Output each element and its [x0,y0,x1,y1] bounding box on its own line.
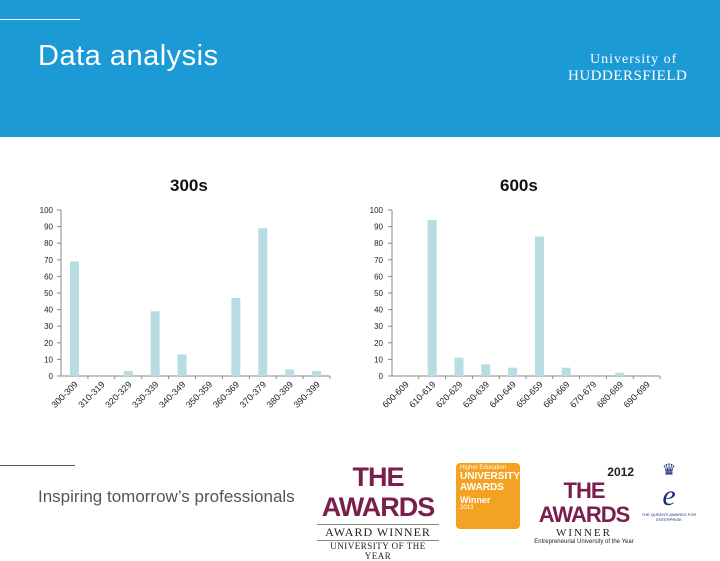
x-tick-label-300s: 370-379 [238,379,268,409]
y-tick-label-300s: 0 [49,372,54,381]
y-tick-label-600s: 90 [374,223,383,232]
x-tick-label-600s: 620-629 [434,379,464,409]
bar-300s-300-309 [69,261,79,376]
x-tick-label-300s: 390-399 [292,379,322,409]
y-tick-label-600s: 50 [374,289,383,298]
y-tick-label-300s: 100 [40,206,54,215]
the-awards-2012-title: THE AWARDS [538,478,631,527]
y-tick-label-600s: 0 [379,372,384,381]
queens-award-logo: ♛ e THE QUEEN'S AWARDS FOR ENTERPRISE [641,462,697,530]
chart-title-600s: 600s [500,176,538,195]
footer-tagline: Inspiring tomorrow’s professionals [38,487,295,506]
bar-600s-610-619 [427,219,437,376]
x-tick-label-600s: 600-609 [380,379,410,409]
y-tick-label-300s: 20 [44,339,53,348]
header-rule [0,19,80,20]
bar-300s-390-399 [312,371,322,376]
y-tick-label-600s: 70 [374,256,383,265]
footer-rule [0,465,75,466]
university-awards-badge-year: 2013 [460,505,474,511]
bar-300s-340-349 [177,354,187,376]
x-tick-label-300s: 380-389 [265,379,295,409]
y-tick-label-300s: 40 [44,306,53,315]
queens-award-caption: THE QUEEN'S AWARDS FOR ENTERPRISE [641,512,697,522]
x-tick-label-300s: 320-329 [103,379,133,409]
y-tick-label-300s: 50 [44,289,53,298]
x-tick-label-300s: 350-359 [184,379,214,409]
y-tick-label-300s: 60 [44,272,53,281]
bar-600s-680-689 [615,372,625,376]
bar-300s-360-369 [231,297,241,376]
page-title: Data analysis [38,40,219,72]
y-tick-label-600s: 40 [374,306,383,315]
bar-600s-620-629 [454,357,464,376]
university-awards-badge-winner: Winner [460,495,491,505]
x-tick-label-300s: 360-369 [211,379,241,409]
chart-title-300s: 300s [170,176,208,195]
the-awards-2012-year: 2012 [607,465,634,479]
bar-charts: 0102030405060708090100300-309310-319320-… [40,206,661,410]
queens-award-e: e [662,479,676,512]
y-tick-label-300s: 10 [44,355,53,364]
y-tick-label-600s: 20 [374,339,383,348]
header-banner: Data analysis University of HUDDERSFIELD [0,0,720,137]
x-tick-label-300s: 310-319 [76,379,106,409]
university-logo: University of HUDDERSFIELD [568,52,687,85]
x-tick-label-600s: 650-659 [514,379,544,409]
x-tick-label-600s: 670-679 [568,379,598,409]
the-awards-logo: THE AWARDS AWARD WINNER UNIVERSITY OF TH… [317,462,439,561]
x-tick-label-600s: 680-689 [595,379,625,409]
the-awards-logo-title: THE AWARDS [321,462,436,522]
x-tick-label-600s: 640-649 [488,379,518,409]
y-tick-label-600s: 60 [374,272,383,281]
the-awards-2012-logo: 2012 THE AWARDS WINNER Entrepreneurial U… [534,465,634,546]
university-logo-of: University of [590,52,678,67]
university-logo-name: HUDDERSFIELD [568,68,688,84]
bar-300s-330-339 [150,311,160,376]
x-tick-label-300s: 330-339 [130,379,160,409]
y-tick-label-300s: 80 [44,239,53,248]
bar-600s-650-659 [534,236,544,376]
university-awards-badge: Higher Education UNIVERSITY AWARDS Winne… [456,463,520,529]
x-tick-label-600s: 690-699 [622,379,652,409]
y-tick-label-600s: 30 [374,322,383,331]
bar-600s-630-639 [481,364,491,376]
bar-600s-660-669 [561,367,571,376]
bar-300s-320-329 [123,371,133,376]
bar-600s-640-649 [508,367,518,376]
bar-300s-380-389 [285,369,295,376]
x-tick-label-300s: 300-309 [49,379,79,409]
x-tick-label-300s: 340-349 [157,379,187,409]
the-awards-2012-winner: WINNER [556,527,612,539]
y-tick-label-600s: 100 [370,206,384,215]
y-tick-label-300s: 90 [44,223,53,232]
y-tick-label-300s: 70 [44,256,53,265]
y-tick-label-600s: 10 [374,355,383,364]
x-tick-label-600s: 610-619 [407,379,437,409]
y-tick-label-600s: 80 [374,239,383,248]
bar-300s-370-379 [258,228,268,376]
university-awards-badge-org: Higher Education [460,465,507,471]
the-awards-logo-category: UNIVERSITY OF THE YEAR [317,540,439,561]
x-tick-label-600s: 660-669 [541,379,571,409]
university-awards-badge-title: UNIVERSITY AWARDS [460,471,520,493]
y-tick-label-300s: 30 [44,322,53,331]
crown-icon: ♛ [661,462,677,479]
the-awards-logo-winner: AWARD WINNER [317,524,439,540]
x-tick-label-600s: 630-639 [461,379,491,409]
